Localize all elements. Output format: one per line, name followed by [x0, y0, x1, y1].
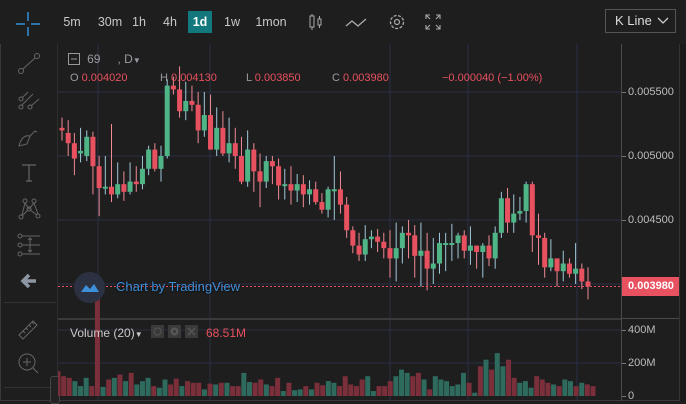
high-value: 0.004130	[171, 72, 217, 84]
timeframe-1d[interactable]: 1d	[188, 11, 212, 33]
chevron-down-icon	[657, 17, 669, 24]
eye-icon	[153, 327, 162, 336]
price-tick: 0.005000	[628, 150, 674, 162]
back-arrow-icon[interactable]	[16, 268, 42, 294]
volume-label: Volume (20)	[70, 326, 135, 340]
symbol-legend: 69 , D▼	[68, 52, 141, 66]
ohlc-legend: O 0.004020	[70, 72, 128, 84]
timeframe-1w[interactable]: 1w	[224, 15, 240, 29]
fork-line-icon[interactable]	[16, 87, 42, 113]
open-label: O	[70, 72, 79, 84]
gear-icon	[170, 327, 179, 336]
brush-icon[interactable]	[16, 124, 42, 150]
volume-settings-button[interactable]	[168, 325, 181, 338]
close-value: 0.003980	[343, 72, 389, 84]
volume-tick: 0	[628, 390, 635, 402]
sidebar-divider	[4, 302, 56, 303]
zoom-in-icon[interactable]	[16, 351, 42, 377]
drawing-toolbar	[0, 44, 58, 401]
symbol-count: 69	[87, 52, 101, 66]
watermark-text: Chart by TradingView	[116, 279, 241, 294]
change-value: −0.000040 (−1.00%)	[442, 72, 543, 84]
timeframe-30m[interactable]: 30m	[97, 15, 123, 29]
price-tick: 0.005500	[628, 86, 674, 98]
close-icon	[187, 327, 196, 336]
chart-type-value: K Line	[615, 13, 652, 28]
hide-volume-button[interactable]	[151, 325, 164, 338]
low-label: L	[246, 72, 252, 84]
pattern-icon[interactable]	[16, 196, 42, 222]
sidebar-divider	[4, 387, 56, 388]
price-axis[interactable]: 0.005500 0.005000 0.004500 0.003980 400M…	[621, 44, 680, 402]
measure-lines-icon[interactable]	[16, 232, 42, 258]
crosshair-icon[interactable]	[14, 10, 42, 38]
text-icon[interactable]	[16, 160, 42, 186]
tradingview-logo	[74, 272, 105, 303]
chart-type-select[interactable]: K Line	[605, 9, 676, 33]
high-label: H	[160, 72, 168, 84]
close-label: C	[332, 72, 340, 84]
timeframe-1h[interactable]: 1h	[132, 15, 146, 29]
candle-type-icon[interactable]	[305, 11, 327, 33]
settings-icon[interactable]	[386, 11, 408, 33]
last-price-badge: 0.003980	[622, 277, 680, 296]
volume-tick: 400M	[628, 324, 656, 336]
volume-tick: 200M	[628, 357, 656, 369]
volume-value: 68.51M	[206, 326, 247, 340]
low-value: 0.003850	[254, 72, 301, 84]
timeframe-4h[interactable]: 4h	[163, 15, 177, 29]
price-tick: 0.004500	[628, 214, 674, 226]
remove-volume-button[interactable]	[185, 325, 198, 338]
top-toolbar: 5m 30m 1h 4h 1d 1w 1mon K Line	[0, 0, 686, 44]
ruler-icon[interactable]	[16, 316, 42, 342]
trend-line-icon[interactable]	[16, 51, 42, 77]
volume-legend: Volume (20)▼	[70, 326, 143, 340]
timeframe-5m[interactable]: 5m	[63, 15, 81, 29]
open-value: 0.004020	[81, 72, 128, 84]
interval-label[interactable]: , D	[117, 52, 133, 66]
timeframe-1mon[interactable]: 1mon	[255, 15, 287, 29]
right-edge	[679, 44, 686, 401]
collapse-legend-icon[interactable]	[68, 53, 80, 65]
indicator-icon[interactable]	[344, 11, 368, 33]
fullscreen-icon[interactable]	[422, 11, 444, 33]
candlestick-chart[interactable]	[58, 44, 621, 401]
